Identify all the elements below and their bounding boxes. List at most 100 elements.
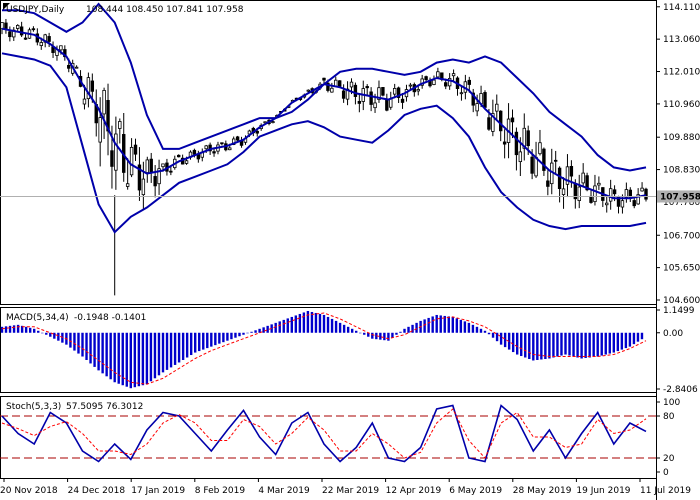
macd-histogram-bar xyxy=(222,332,225,343)
macd-histogram-bar xyxy=(8,325,12,333)
macd-histogram-bar xyxy=(423,319,426,333)
macd-histogram-bar xyxy=(294,315,298,333)
price-candle-body xyxy=(338,80,342,87)
price-tick-label: 109.880 xyxy=(663,133,700,143)
price-candle-body xyxy=(605,202,609,206)
macd-histogram-bar xyxy=(274,322,277,333)
price-candle-body xyxy=(502,141,507,145)
price-candle-body xyxy=(133,144,138,155)
macd-histogram-bar xyxy=(77,332,80,354)
stoch-tick-label: 0 xyxy=(663,468,669,478)
macd-histogram-bar xyxy=(491,332,495,338)
macd-histogram-bar xyxy=(28,327,32,333)
macd-histogram-bar xyxy=(93,332,96,367)
macd-histogram-bar xyxy=(81,332,84,357)
x-tick-label: 20 Nov 2018 xyxy=(0,486,58,496)
stoch-tick-label: 20 xyxy=(663,454,675,464)
macd-histogram-bar xyxy=(141,332,145,386)
price-candle-body xyxy=(373,102,377,109)
price-candle-body xyxy=(137,164,142,191)
macd-histogram-bar xyxy=(632,332,636,345)
price-candle-body xyxy=(593,185,597,203)
macd-histogram-bar xyxy=(403,328,406,333)
price-candle-body xyxy=(499,110,503,132)
ohlc-label: 108.444 108.450 107.841 107.958 xyxy=(86,5,244,15)
macd-histogram-bar xyxy=(117,332,120,384)
macd-histogram-bar xyxy=(214,332,217,346)
macd-histogram-bar xyxy=(640,332,644,340)
price-candle-body xyxy=(67,64,71,69)
macd-histogram-bar xyxy=(395,332,398,335)
macd-histogram-bar xyxy=(355,330,358,333)
symbol-label: USDJPY,Daily xyxy=(6,5,65,15)
price-candle-body xyxy=(377,87,381,100)
price-candle-body xyxy=(98,117,102,143)
price-candle-body xyxy=(235,136,240,141)
macd-histogram-bar xyxy=(334,320,338,333)
macd-tick-label: 1.1499 xyxy=(663,306,695,316)
macd-histogram-bar xyxy=(206,332,209,349)
x-tick-label: 11 Jul 2019 xyxy=(640,486,691,496)
price-candle-body xyxy=(212,151,216,154)
macd-histogram-bar xyxy=(322,314,326,333)
macd-histogram-bar xyxy=(234,332,237,338)
macd-histogram-bar xyxy=(330,318,334,333)
macd-histogram-bar xyxy=(447,316,450,333)
price-candle-body xyxy=(381,87,385,96)
price-candle-body xyxy=(546,180,550,187)
price-candle-body xyxy=(102,89,106,115)
macd-histogram-bar xyxy=(524,332,527,358)
macd-histogram-bar xyxy=(576,332,579,358)
macd-histogram-bar xyxy=(85,332,88,360)
stoch-label: Stoch(5,3,3) xyxy=(6,402,61,412)
macd-histogram-bar xyxy=(125,332,128,387)
macd-histogram-bar xyxy=(185,332,189,358)
macd-histogram-bar xyxy=(45,332,48,335)
price-candle-body xyxy=(196,154,201,160)
price-candle-body xyxy=(616,196,621,207)
price-candle-body xyxy=(392,88,397,95)
macd-histogram-bar xyxy=(4,326,8,333)
price-candle-body xyxy=(204,145,208,150)
macd-histogram-bar xyxy=(544,332,547,359)
price-candle-body xyxy=(0,22,4,30)
macd-histogram-bar xyxy=(628,332,632,347)
price-candle-body xyxy=(23,37,28,40)
macd-histogram-bar xyxy=(568,332,571,356)
price-candle-body xyxy=(385,99,389,111)
macd-histogram-bar xyxy=(427,317,430,333)
price-candle-body xyxy=(471,92,475,106)
price-candle-body xyxy=(597,182,601,186)
price-pane xyxy=(0,2,656,296)
macd-histogram-bar xyxy=(194,332,197,353)
price-candle-body xyxy=(47,36,51,42)
macd-histogram-bar xyxy=(346,326,350,333)
macd-histogram-bar xyxy=(121,332,124,386)
macd-histogram-bar xyxy=(431,316,434,333)
bollinger-lower-line xyxy=(1,52,647,234)
price-candle-body xyxy=(19,26,24,36)
macd-histogram-bar xyxy=(173,332,177,365)
price-candle-body xyxy=(577,186,581,201)
macd-histogram-bar xyxy=(101,332,104,374)
price-candle-body xyxy=(169,170,173,173)
macd-label: MACD(5,34,4) xyxy=(6,313,69,323)
macd-histogram-bar xyxy=(246,332,249,334)
price-candle-body xyxy=(16,24,20,29)
stochastic-pane xyxy=(0,404,656,463)
macd-histogram-bar xyxy=(616,332,620,352)
macd-histogram-bar xyxy=(145,332,149,385)
price-candle-body xyxy=(4,22,8,29)
price-candle-body xyxy=(530,156,534,174)
macd-histogram-bar xyxy=(624,332,628,349)
price-tick-label: 105.650 xyxy=(663,264,700,274)
price-candle-body xyxy=(39,42,43,46)
price-candle-body xyxy=(538,142,542,155)
macd-histogram-bar xyxy=(210,332,213,347)
price-candle-body xyxy=(177,154,181,158)
macd-histogram-bar xyxy=(371,332,374,339)
price-candle-body xyxy=(74,66,79,69)
macd-histogram-bar xyxy=(37,330,40,333)
macd-histogram-bar xyxy=(49,332,52,337)
